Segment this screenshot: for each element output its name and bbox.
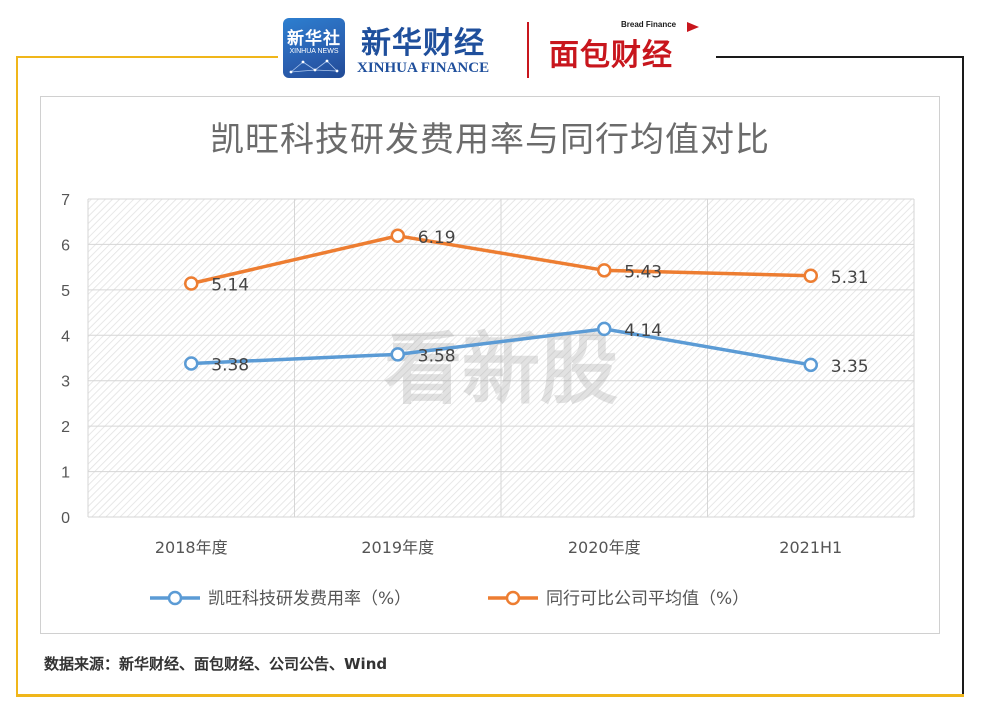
data-label: 3.58 — [418, 346, 456, 366]
legend-swatch-marker — [167, 590, 183, 606]
flag-icon — [687, 22, 699, 32]
data-point — [390, 228, 405, 244]
y-tick-label: 6 — [61, 237, 70, 254]
data-label: 5.14 — [211, 275, 249, 295]
data-point — [803, 268, 818, 284]
y-tick-label: 1 — [61, 465, 70, 482]
y-tick-label: 0 — [61, 510, 70, 527]
y-tick-label: 5 — [61, 283, 70, 300]
bread-finance-logo: Bread Finance 面包财经 — [545, 18, 705, 78]
bread-finance-en: Bread Finance — [621, 20, 677, 29]
xinhua-news-logo: 新华社 XINHUA NEWS — [283, 18, 345, 78]
source-note: 数据来源：新华财经、面包财经、公司公告、Wind — [44, 655, 388, 673]
x-tick-label: 2019年度 — [361, 538, 434, 557]
xinhua-badge-en: XINHUA NEWS — [289, 48, 339, 55]
data-point — [184, 276, 199, 291]
data-point — [597, 263, 612, 278]
data-label: 3.38 — [211, 355, 249, 375]
series-line-1 — [191, 327, 812, 367]
data-point — [597, 321, 612, 337]
y-tick-label: 4 — [61, 328, 70, 345]
legend-swatch-marker — [505, 590, 521, 606]
bread-finance-cn: 面包财经 — [549, 38, 673, 73]
data-label: 3.35 — [831, 357, 869, 377]
frame-line-top-left — [16, 56, 278, 58]
chart-title: 凯旺科技研发费用率与同行均值对比 — [210, 120, 770, 160]
data-label: 6.19 — [418, 228, 456, 248]
xinhua-finance-cn: 新华财经 — [361, 26, 485, 61]
x-tick-label: 2020年度 — [568, 538, 641, 557]
legend-label: 凯旺科技研发费用率（%） — [208, 589, 411, 609]
watermark: 看新股 — [384, 325, 618, 415]
data-label: 4.14 — [624, 321, 662, 341]
xinhua-finance-en: XINHUA FINANCE — [357, 60, 490, 76]
y-tick-label: 3 — [61, 374, 70, 391]
data-point — [390, 347, 405, 362]
y-tick-label: 2 — [61, 419, 70, 436]
y-tick-label: 7 — [61, 192, 70, 209]
x-tick-label: 2021H1 — [779, 538, 842, 557]
data-point — [184, 356, 199, 371]
series-line-2 — [190, 234, 811, 286]
data-label: 5.43 — [624, 262, 662, 282]
frame-line-bottom — [16, 694, 964, 697]
legend-label: 同行可比公司平均值（%） — [546, 589, 749, 609]
xinhua-badge-cn: 新华社 — [287, 29, 341, 49]
xinhua-finance-logo: 新华财经 XINHUA FINANCE — [355, 16, 515, 82]
logo-divider — [527, 22, 529, 78]
data-point — [803, 357, 818, 373]
frame-line-top-right — [716, 56, 964, 58]
frame-line-left — [16, 56, 18, 696]
x-tick-label: 2018年度 — [155, 538, 228, 557]
data-label: 5.31 — [831, 268, 869, 288]
frame-line-right — [962, 56, 964, 696]
network-globe-icon — [289, 59, 339, 74]
